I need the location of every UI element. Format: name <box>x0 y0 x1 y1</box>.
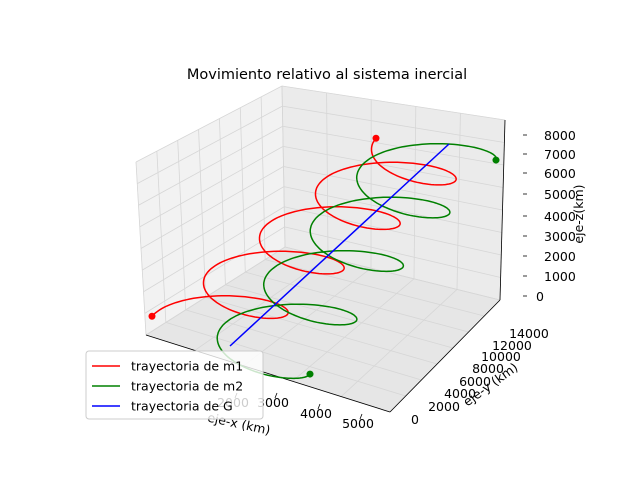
y-gridline-floor <box>165 322 406 397</box>
x-gridline-back <box>281 85 286 248</box>
z-gridline-back <box>281 85 506 121</box>
y-tick-label: 12000 <box>492 338 532 353</box>
x-axis-line <box>145 334 391 413</box>
y-gridline-left <box>239 107 246 273</box>
trajectory-line-0 <box>151 137 457 320</box>
y-gridline-floor <box>205 296 438 365</box>
x-gridline-floor <box>145 246 286 336</box>
y-gridline-floor <box>225 284 453 349</box>
y-tick-label: 4000 <box>444 386 476 401</box>
axis-edges <box>145 119 506 413</box>
z-tick-label: 6000 <box>544 166 576 181</box>
y-gridline-floor <box>245 271 469 333</box>
x-gridline-floor <box>340 289 458 397</box>
y-gridline-left <box>156 151 167 323</box>
legend-label: trayectoria de m1 <box>131 359 243 374</box>
x-gridline-floor <box>243 267 372 367</box>
z-tick-label: 7000 <box>544 147 576 162</box>
y-tick-label: 8000 <box>472 361 504 376</box>
z-gridline-left <box>143 206 285 293</box>
x-tick <box>274 392 278 399</box>
z-tick-label: 2000 <box>544 249 576 264</box>
y-gridline-left <box>135 161 147 336</box>
end-marker <box>372 134 380 142</box>
z-gridline-back <box>283 186 502 233</box>
x-tick <box>317 403 321 410</box>
y-gridline-left <box>198 129 206 298</box>
z-tick-label: 5000 <box>544 187 576 202</box>
z-tick-label: 4000 <box>544 209 576 224</box>
x-tick <box>359 413 363 420</box>
y-tick-label: 6000 <box>459 374 491 389</box>
x-tick-label: 4000 <box>300 406 332 421</box>
z-gridline-left <box>138 125 283 206</box>
z-tick-label: 8000 <box>544 128 576 143</box>
y-gridline-floor <box>185 309 422 381</box>
z-gridline-left <box>144 226 285 314</box>
trajectories <box>151 137 498 380</box>
z-gridline-left <box>139 146 284 228</box>
y-tick-label: 10000 <box>481 349 521 364</box>
legend-box <box>85 350 264 420</box>
z-gridline-back <box>284 226 501 278</box>
y-axis-line <box>389 299 501 413</box>
start-marker <box>306 370 314 378</box>
x-tick-label: 5000 <box>342 416 374 431</box>
chart-title: Movimiento relativo al sistema inercial <box>187 67 467 83</box>
z-gridline-left <box>142 186 285 271</box>
z-axis-line <box>499 119 506 301</box>
axes-panes <box>135 85 506 413</box>
z-axis-label: eje-z(km) <box>571 184 586 243</box>
trajectory-line-2 <box>229 143 450 347</box>
tick-marks <box>234 134 527 420</box>
z-tick-label: 3000 <box>544 229 576 244</box>
z-gridline-back <box>283 145 504 188</box>
x-tick-label: 3000 <box>257 395 289 410</box>
z-tick-label: 1000 <box>544 269 576 284</box>
legend: trayectoria de m1 trayectoria de m2 trayec… <box>85 350 264 420</box>
x-gridline-back <box>413 106 417 279</box>
z-gridline-back <box>282 105 505 143</box>
legend-label: trayectoria de G <box>131 399 233 414</box>
z-gridline-back <box>283 166 503 211</box>
start-marker <box>148 312 156 320</box>
y-tick-label: 2000 <box>428 399 460 414</box>
legend-label: trayectoria de m2 <box>131 379 243 394</box>
z-gridline-left <box>137 105 283 184</box>
y-tick-label: 0 <box>411 412 419 427</box>
z-tick-label: 0 <box>536 289 544 304</box>
y-tick-label: 14000 <box>509 326 549 341</box>
y-gridline-left <box>219 118 226 285</box>
x-gridline-floor <box>292 278 415 382</box>
y-gridline-left <box>260 96 266 260</box>
end-marker <box>492 156 500 164</box>
x-gridline-back <box>326 92 329 258</box>
z-gridline-left <box>135 85 283 163</box>
trajectory-markers <box>148 134 500 378</box>
z-gridline-back <box>282 125 504 166</box>
z-gridline-left <box>140 166 284 249</box>
y-gridline-left <box>177 140 187 310</box>
x-gridline-back <box>456 113 461 290</box>
trajectory-line-1 <box>216 142 498 380</box>
y-gridline-floor <box>265 259 485 317</box>
